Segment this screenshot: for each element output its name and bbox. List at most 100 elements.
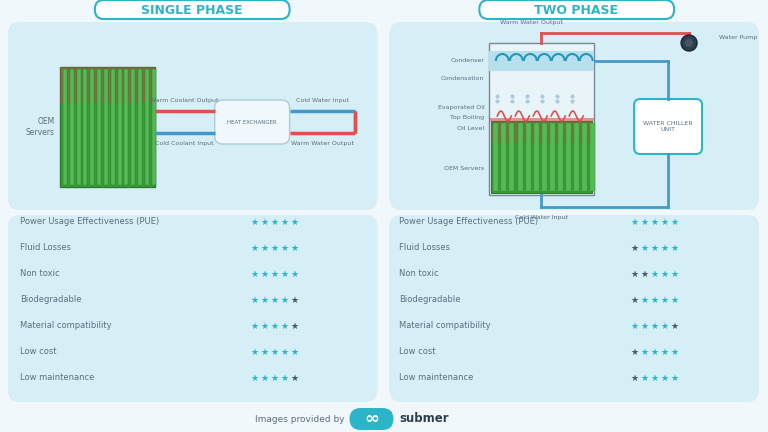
Text: ★: ★ (270, 217, 279, 226)
Text: Water Pump: Water Pump (719, 35, 757, 41)
Text: ★: ★ (650, 217, 658, 226)
Text: ★: ★ (630, 321, 638, 330)
Text: ★: ★ (270, 374, 279, 382)
Text: ★: ★ (670, 347, 678, 356)
Text: ★: ★ (260, 270, 269, 279)
Text: submer: submer (399, 413, 449, 426)
Bar (541, 123, 547, 191)
Text: ★: ★ (280, 270, 289, 279)
Text: ★: ★ (260, 217, 269, 226)
Text: Warm Water Output: Warm Water Output (500, 20, 563, 25)
Text: ★: ★ (290, 347, 299, 356)
Bar (124, 69, 128, 185)
Text: Cold Water Input: Cold Water Input (296, 98, 349, 103)
Text: Images provided by: Images provided by (255, 414, 345, 423)
Text: Non toxic: Non toxic (20, 270, 60, 279)
Text: ★: ★ (260, 244, 269, 252)
Text: ★: ★ (640, 374, 648, 382)
Text: ★: ★ (250, 347, 259, 356)
Text: ★: ★ (670, 321, 678, 330)
Text: WATER CHILLER
UNIT: WATER CHILLER UNIT (644, 121, 693, 132)
Text: Low maintenance: Low maintenance (399, 374, 474, 382)
Text: ★: ★ (660, 295, 668, 305)
Text: ★: ★ (650, 244, 658, 252)
Text: Power Usage Effectiveness (PUE): Power Usage Effectiveness (PUE) (20, 217, 159, 226)
Text: Biodegradable: Biodegradable (399, 295, 461, 305)
Text: Power Usage Effectiveness (PUE): Power Usage Effectiveness (PUE) (399, 217, 538, 226)
Text: Condensation: Condensation (441, 76, 485, 82)
Text: ★: ★ (650, 295, 658, 305)
Text: ★: ★ (250, 217, 259, 226)
Text: ★: ★ (630, 217, 638, 226)
Text: ★: ★ (650, 321, 658, 330)
Text: ★: ★ (630, 347, 638, 356)
Bar (145, 69, 149, 185)
Text: Cold Coolant Input: Cold Coolant Input (155, 141, 214, 146)
Text: ★: ★ (640, 295, 648, 305)
FancyBboxPatch shape (95, 0, 290, 19)
Bar (104, 69, 108, 185)
Bar (489, 51, 594, 71)
Text: ★: ★ (640, 270, 648, 279)
Bar (118, 69, 121, 185)
Bar (590, 123, 595, 191)
Bar (492, 121, 592, 193)
Bar (550, 123, 554, 191)
Text: Low maintenance: Low maintenance (20, 374, 94, 382)
Bar (582, 123, 587, 191)
Bar (138, 69, 142, 185)
Text: ★: ★ (260, 374, 269, 382)
Text: Fluid Losses: Fluid Losses (20, 244, 71, 252)
Text: Non toxic: Non toxic (399, 270, 439, 279)
Bar (525, 123, 531, 191)
Bar (152, 69, 156, 185)
FancyBboxPatch shape (479, 0, 674, 19)
Text: ★: ★ (660, 217, 668, 226)
Text: ★: ★ (250, 295, 259, 305)
Text: Biodegradable: Biodegradable (20, 295, 81, 305)
Bar (534, 123, 538, 191)
FancyBboxPatch shape (215, 100, 290, 144)
Bar (131, 69, 135, 185)
Text: Material compatibility: Material compatibility (399, 321, 491, 330)
Text: ★: ★ (640, 244, 648, 252)
Text: Material compatibility: Material compatibility (20, 321, 111, 330)
Text: ★: ★ (670, 374, 678, 382)
Text: ★: ★ (650, 270, 658, 279)
Text: HEAT EXCHANGER: HEAT EXCHANGER (227, 120, 277, 124)
Text: ★: ★ (270, 244, 279, 252)
Bar (489, 118, 594, 121)
Text: Warm Coolant Output: Warm Coolant Output (151, 98, 219, 103)
Text: ★: ★ (670, 295, 678, 305)
Text: ★: ★ (290, 244, 299, 252)
FancyBboxPatch shape (349, 408, 393, 430)
Text: ★: ★ (630, 374, 638, 382)
Text: ★: ★ (290, 321, 299, 330)
Text: ★: ★ (280, 244, 289, 252)
Circle shape (685, 39, 693, 47)
Text: ★: ★ (270, 270, 279, 279)
Text: ★: ★ (290, 270, 299, 279)
Bar (509, 123, 515, 191)
Text: OEM Servers: OEM Servers (444, 166, 485, 172)
Text: Cold Water Input: Cold Water Input (515, 215, 568, 220)
Text: ★: ★ (250, 374, 259, 382)
Bar (574, 123, 579, 191)
Text: ★: ★ (640, 321, 648, 330)
FancyBboxPatch shape (8, 215, 378, 402)
Text: ★: ★ (640, 217, 648, 226)
Text: ★: ★ (290, 374, 299, 382)
Text: ★: ★ (260, 347, 269, 356)
Bar (84, 69, 88, 185)
FancyBboxPatch shape (389, 215, 759, 402)
Text: ★: ★ (630, 270, 638, 279)
Text: ★: ★ (660, 374, 668, 382)
Bar (558, 123, 563, 191)
Bar (111, 69, 114, 185)
Text: ★: ★ (670, 270, 678, 279)
Text: SINGLE PHASE: SINGLE PHASE (141, 3, 243, 16)
Text: OEM
Servers: OEM Servers (26, 118, 55, 137)
Text: ★: ★ (270, 347, 279, 356)
Circle shape (681, 35, 697, 51)
Text: ★: ★ (670, 244, 678, 252)
